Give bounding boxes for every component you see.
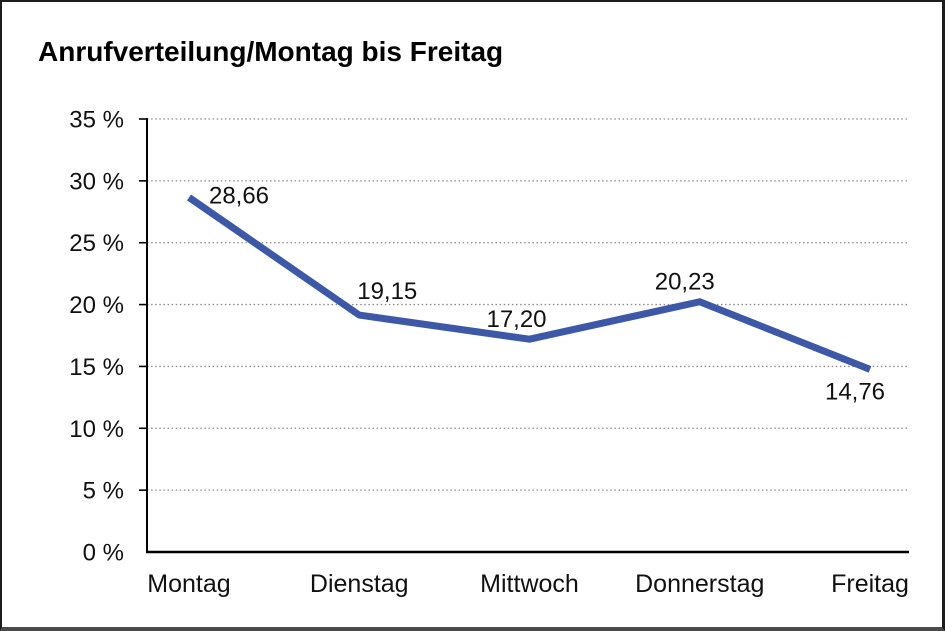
data-point-label: 19,15 [357, 278, 417, 305]
y-tick-label: 30 % [69, 168, 124, 195]
y-tick-label: 10 % [69, 416, 124, 443]
y-tick-label: 5 % [83, 478, 124, 505]
chart-title: Anrufverteilung/Montag bis Freitag [38, 36, 504, 67]
data-line [187, 194, 872, 373]
y-tick-label: 15 % [69, 354, 124, 381]
x-category-label: Mittwoch [480, 570, 579, 598]
data-point-label: 20,23 [655, 269, 715, 296]
y-tick-label: 25 % [69, 230, 124, 257]
data-point-label: 17,20 [486, 306, 546, 333]
data-point-label: 28,66 [209, 182, 269, 209]
x-category-label: Dienstag [310, 570, 409, 598]
x-category-label: Montag [147, 570, 230, 598]
x-category-label: Freitag [831, 570, 909, 598]
y-tick-label: 0 % [83, 540, 124, 567]
y-tick-label: 20 % [69, 292, 124, 319]
x-category-label: Donnerstag [635, 570, 764, 598]
data-point-label: 14,76 [825, 378, 885, 405]
y-tick-label: 35 % [69, 107, 124, 134]
